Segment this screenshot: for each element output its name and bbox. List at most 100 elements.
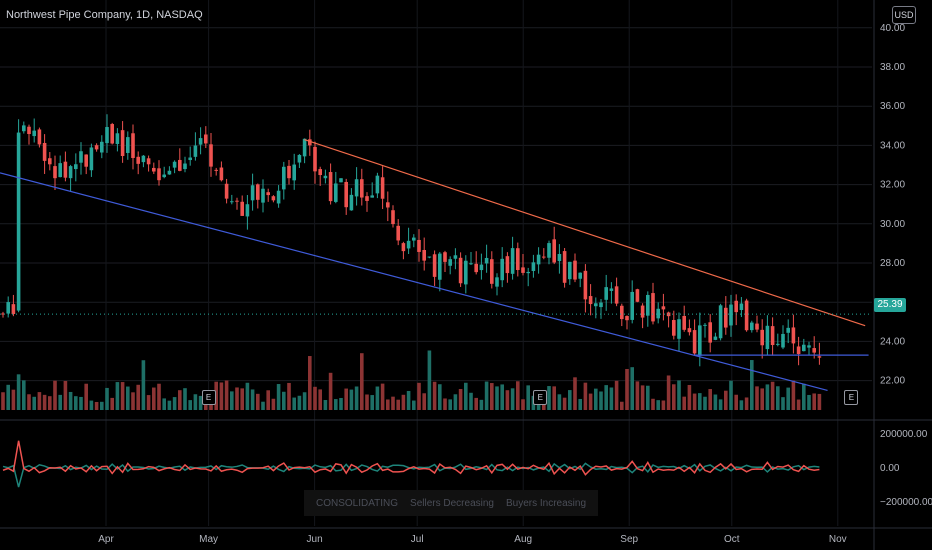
volume-bar [354,386,359,410]
candle-body [287,165,291,179]
candle-body [308,139,312,146]
volume-bar [635,381,640,410]
candle-body [214,169,218,171]
candle-body [427,256,432,258]
candle-body [183,163,187,170]
volume-bar [141,360,146,410]
volume-bar [406,390,411,410]
currency-button[interactable]: USD [892,6,916,24]
volume-bar [84,383,88,410]
candle-body [271,196,276,201]
candle-body [198,138,203,145]
volume-bar [370,395,374,410]
earnings-marker[interactable]: E [844,390,859,405]
volume-bar [568,390,572,410]
volume-bar [729,380,733,410]
volume-bar [734,394,738,410]
candle-body [297,154,302,163]
x-tick-label: Aug [514,534,532,545]
earnings-marker[interactable]: E [201,390,216,405]
candle-body [495,277,499,287]
candle-body [344,181,348,208]
candle-body [724,307,728,328]
volume-bar [120,382,125,410]
candle-body [453,255,458,259]
volume-bar [776,386,780,410]
volume-bar [796,399,801,410]
candle-body [120,130,125,157]
volume-bar [261,401,265,410]
volume-bar [178,390,182,410]
indicator-legend: CONSOLIDATING Sellers Decreasing Buyers … [304,490,599,516]
candle-body [578,272,582,279]
volume-bar [687,384,692,410]
volume-bar [505,390,510,410]
volume-bar [640,385,645,410]
candle-body [204,134,208,144]
volume-bar [724,390,728,410]
candle-body [157,168,161,181]
volume-bar [339,397,343,410]
candle-body [500,258,504,281]
volume-bar [198,395,203,410]
candle-body [240,201,244,216]
candle-body [365,196,369,201]
candle-body [510,248,515,274]
candle-body [386,202,390,208]
x-tick-label: Oct [724,534,740,545]
volume-bar [224,380,229,410]
volume-bar [474,397,478,410]
candle-body [760,329,764,346]
candle-body [672,320,676,336]
candle-body [505,256,510,274]
volume-bar [11,389,16,410]
candle-body [58,163,62,178]
candle-body [370,195,374,198]
candle-body [126,137,130,153]
candle-body [282,166,286,190]
candle-body [74,164,78,170]
volume-bar [542,401,546,410]
volume-bar [183,388,187,410]
volume-bar [588,393,593,410]
candle-body [588,296,593,305]
candle-body [614,286,619,304]
candle-body [334,183,338,202]
volume-bar [500,384,504,410]
candle-body [531,262,536,271]
y-tick-label: 38.00 [880,62,905,73]
volume-bar [136,384,140,410]
candle-body [599,302,603,308]
candle-body [188,157,192,161]
volume-bar [651,398,655,410]
volume-bar [614,380,619,410]
earnings-marker[interactable]: E [533,390,548,405]
y-tick-label: 22.00 [880,376,905,387]
volume-bar [126,386,130,410]
volume-bar [490,383,494,410]
candle-body [318,169,322,176]
volume-bar [188,400,192,410]
volume-bar [609,387,614,410]
volume-bar [464,382,468,410]
candle-body [708,322,712,343]
candle-body [6,302,10,314]
volume-bar [334,399,338,410]
candle-body [100,141,104,153]
volume-bar [74,396,78,410]
legend-sellers-decreasing: Sellers Decreasing [410,497,494,509]
candle-body [172,161,177,168]
volume-bar [760,388,764,410]
volume-bar [94,401,99,410]
y-tick-label: 30.00 [880,219,905,230]
volume-bar [172,397,177,410]
volume-bar [318,389,322,410]
volume-bar [152,387,156,410]
candle-body [573,260,577,280]
candle-body [542,256,546,258]
volume-bar [193,394,198,410]
volume-bar [802,383,806,410]
volume-bar [302,392,307,410]
candle-body [474,263,478,273]
